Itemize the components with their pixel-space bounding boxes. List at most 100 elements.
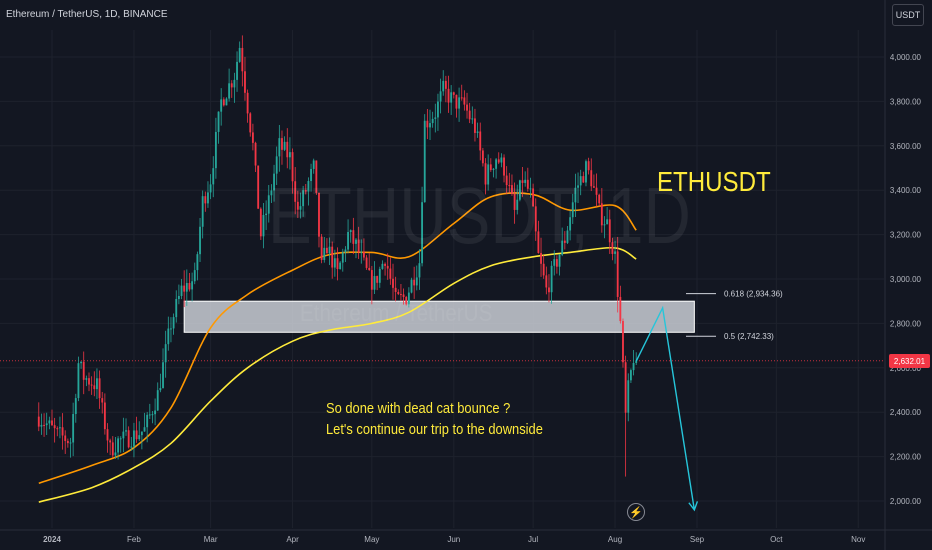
candle <box>64 430 67 454</box>
candle <box>571 193 574 224</box>
candle <box>201 190 204 239</box>
candle <box>138 421 141 442</box>
candle <box>521 167 524 197</box>
candle <box>603 216 606 239</box>
currency-button[interactable]: USDT <box>892 4 924 26</box>
candle-body <box>606 219 609 225</box>
candle <box>511 174 513 196</box>
candle <box>394 276 397 302</box>
candle-body <box>199 226 201 255</box>
candle <box>606 207 609 225</box>
candle-body <box>545 275 548 288</box>
candle-body <box>273 173 275 191</box>
candle <box>333 249 336 277</box>
candle-body <box>259 208 262 237</box>
candle-body <box>111 442 114 456</box>
lightning-icon[interactable]: ⚡ <box>627 503 645 521</box>
candle <box>140 431 143 450</box>
candle <box>114 436 117 459</box>
candle <box>222 97 225 107</box>
candle-body <box>537 231 540 253</box>
resistance-zone-layer <box>183 300 695 333</box>
candle <box>40 413 43 435</box>
candle-body <box>270 190 273 196</box>
candle <box>426 109 429 140</box>
candle <box>77 356 80 402</box>
candle-body <box>222 99 225 106</box>
time-tick-label: Mar <box>204 535 218 544</box>
candle-body <box>450 92 453 103</box>
candle <box>561 227 564 257</box>
candle <box>400 283 402 302</box>
candle <box>434 103 437 133</box>
candle-body <box>281 138 283 150</box>
candle <box>103 393 106 435</box>
candle-body <box>437 101 439 118</box>
candle <box>80 360 83 369</box>
candle-body <box>212 168 215 185</box>
candle <box>69 437 72 458</box>
candle <box>526 167 529 192</box>
candle <box>534 198 537 241</box>
candle <box>251 123 254 151</box>
candle-body <box>127 430 130 448</box>
candle <box>352 217 355 255</box>
price-axis[interactable]: 2,000.00 2,200.00 2,400.00 2,600.00 2,800.00… <box>884 0 922 550</box>
candle-body <box>183 285 186 292</box>
candle <box>341 248 344 272</box>
time-axis[interactable]: 2024 Feb Mar Apr May Jun Jul Aug Sep Oct Nov <box>0 529 932 544</box>
candle-body <box>138 435 141 440</box>
price-tick-label: 2,000.00 <box>890 497 922 506</box>
candle-body <box>360 251 363 253</box>
moving-average-layer <box>38 192 637 503</box>
candle <box>363 238 365 261</box>
candle <box>577 172 579 203</box>
symbol-title[interactable]: Ethereum / TetherUS, 1D, BINANCE <box>6 9 168 20</box>
candle-body <box>148 414 151 416</box>
candle-body <box>476 131 479 133</box>
candle-body <box>170 328 172 330</box>
price-tick-label: 4,000.00 <box>890 53 922 62</box>
candle-body <box>225 98 228 106</box>
candle <box>635 352 638 366</box>
candle <box>579 169 582 196</box>
candle-body <box>146 414 149 428</box>
candle-body <box>548 287 550 293</box>
time-tick-label: Oct <box>770 535 783 544</box>
candle-body <box>267 195 270 214</box>
candle-body <box>421 202 424 264</box>
candle-body <box>175 299 178 318</box>
candle-body <box>156 390 159 411</box>
candle <box>384 262 386 276</box>
candle <box>455 94 458 118</box>
candle <box>148 403 151 420</box>
candle-body <box>90 384 93 386</box>
candle <box>117 436 120 460</box>
candle <box>545 266 548 295</box>
candle <box>281 130 283 165</box>
candle-body <box>228 83 231 99</box>
candle <box>96 368 98 399</box>
candle <box>368 253 371 271</box>
candle-body <box>423 120 426 203</box>
candle <box>230 80 233 98</box>
candle-body <box>257 165 260 209</box>
candle <box>542 254 545 279</box>
candle <box>410 277 413 294</box>
candle <box>278 124 281 172</box>
candle-body <box>614 251 616 254</box>
candle <box>172 313 175 335</box>
candle <box>244 56 246 101</box>
candle <box>331 241 334 279</box>
candle-body <box>516 199 519 210</box>
candle-body <box>217 111 220 132</box>
candle <box>267 185 270 223</box>
candle <box>616 236 619 313</box>
candle <box>146 411 149 443</box>
time-tick-label: 2024 <box>43 535 61 544</box>
candle-body <box>402 294 405 297</box>
candle <box>508 172 511 193</box>
candle-body <box>204 196 207 204</box>
time-tick-label: Sep <box>690 535 705 544</box>
